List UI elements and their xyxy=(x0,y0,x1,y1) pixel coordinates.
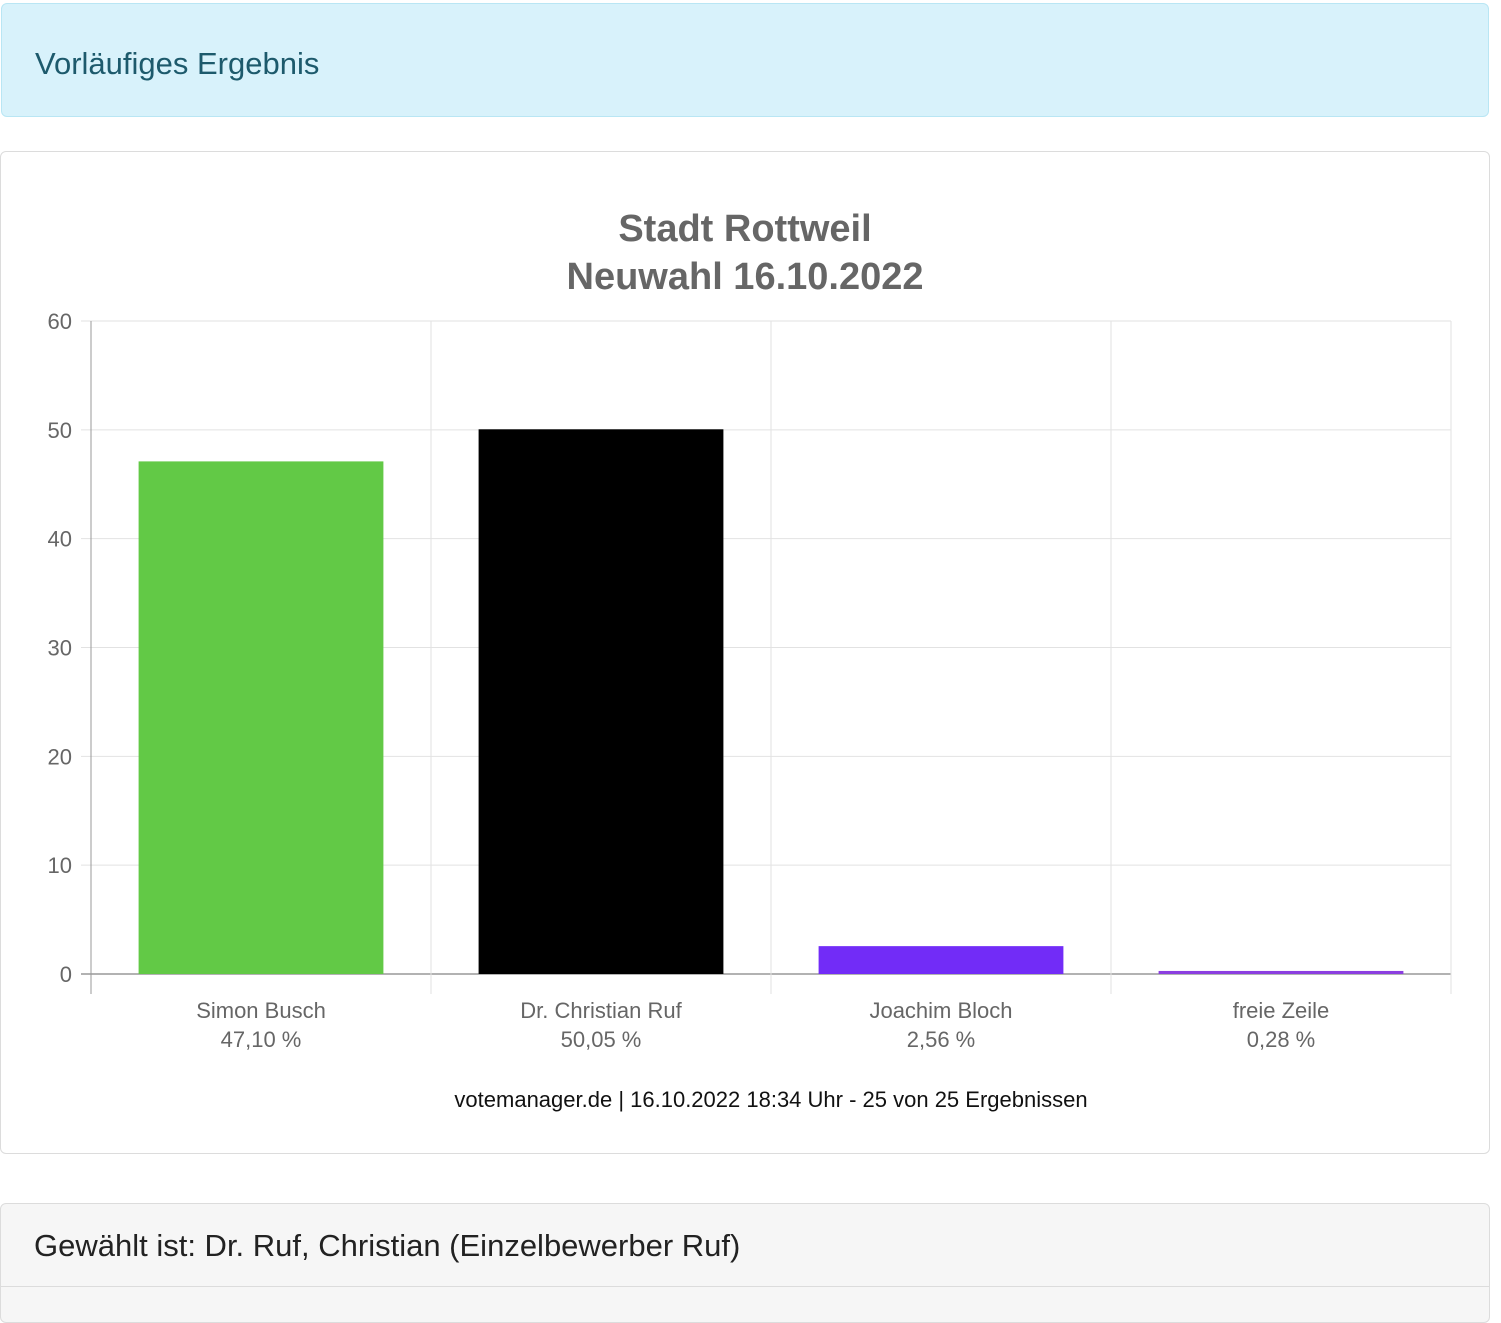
result-divider xyxy=(1,1286,1489,1287)
x-tick-label-percent: 0,28 % xyxy=(1247,1027,1316,1052)
x-tick-label-percent: 2,56 % xyxy=(907,1027,976,1052)
x-tick-label-name: Simon Busch xyxy=(196,998,326,1023)
elected-result-text: Gewählt ist: Dr. Ruf, Christian (Einzelb… xyxy=(34,1228,741,1263)
x-tick-label-percent: 50,05 % xyxy=(561,1027,642,1052)
status-banner: Vorläufiges Ergebnis xyxy=(1,3,1489,117)
y-tick-label: 0 xyxy=(60,962,72,987)
y-tick-label: 30 xyxy=(48,636,72,661)
chart-title-line-2: Neuwahl 16.10.2022 xyxy=(567,256,924,298)
y-tick-label: 40 xyxy=(48,527,72,552)
bar-1 xyxy=(138,461,384,974)
x-tick-label-name: Dr. Christian Ruf xyxy=(520,998,682,1023)
y-tick-label: 50 xyxy=(48,418,72,443)
x-tick-label-percent: 47,10 % xyxy=(221,1027,302,1052)
chart-title-line-1: Stadt Rottweil xyxy=(618,208,871,250)
chart-source-footer: votemanager.de | 16.10.2022 18:34 Uhr - … xyxy=(454,1087,1087,1112)
y-tick-label: 60 xyxy=(48,309,72,334)
bar-3 xyxy=(818,946,1064,974)
bar-chart: Stadt Rottweil Neuwahl 16.10.2022 0 10 20 3… xyxy=(48,208,1452,1112)
y-tick-label: 10 xyxy=(48,853,72,878)
result-card: Gewählt ist: Dr. Ruf, Christian (Einzelb… xyxy=(0,1203,1490,1323)
bar-2 xyxy=(478,429,724,974)
chart-card: Stadt Rottweil Neuwahl 16.10.2022 0 10 20 3… xyxy=(0,151,1490,1154)
x-tick-label-name: freie Zeile xyxy=(1233,998,1330,1023)
status-banner-text: Vorläufiges Ergebnis xyxy=(35,46,320,81)
bar-4 xyxy=(1158,970,1404,974)
y-tick-label: 20 xyxy=(48,744,72,769)
x-tick-label-name: Joachim Bloch xyxy=(869,998,1012,1023)
